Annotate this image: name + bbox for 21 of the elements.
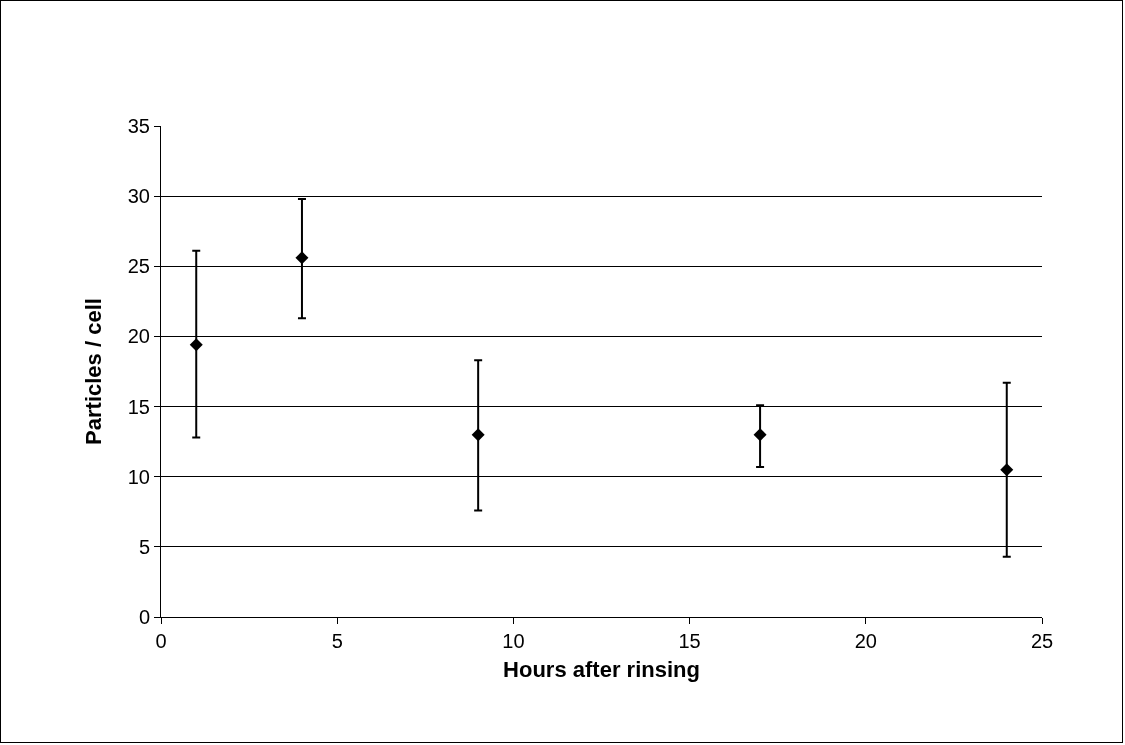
x-axis-title: Hours after rinsing — [503, 656, 700, 682]
x-tick-label: 5 — [331, 630, 343, 652]
x-tick-label: 10 — [502, 630, 525, 652]
x-tick-label: 20 — [854, 630, 877, 652]
y-tick-label: 30 — [127, 185, 150, 208]
y-tick-label: 10 — [127, 465, 150, 488]
point — [295, 251, 309, 265]
x-tick-label: 0 — [155, 630, 167, 652]
y-tick-label: 5 — [138, 535, 150, 558]
point — [753, 428, 767, 442]
y-tick-label: 20 — [127, 325, 150, 348]
point — [471, 428, 485, 442]
x-tick-label: 25 — [1030, 630, 1054, 652]
y-tick-label: 15 — [127, 395, 150, 418]
point — [189, 338, 203, 352]
x-tick-label: 15 — [678, 630, 701, 652]
y-axis-title: Particles / cell — [80, 298, 106, 445]
y-tick-label: 25 — [127, 255, 150, 278]
y-tick-label: 0 — [138, 606, 150, 628]
point — [1000, 463, 1014, 477]
y-tick-label: 35 — [127, 115, 150, 137]
